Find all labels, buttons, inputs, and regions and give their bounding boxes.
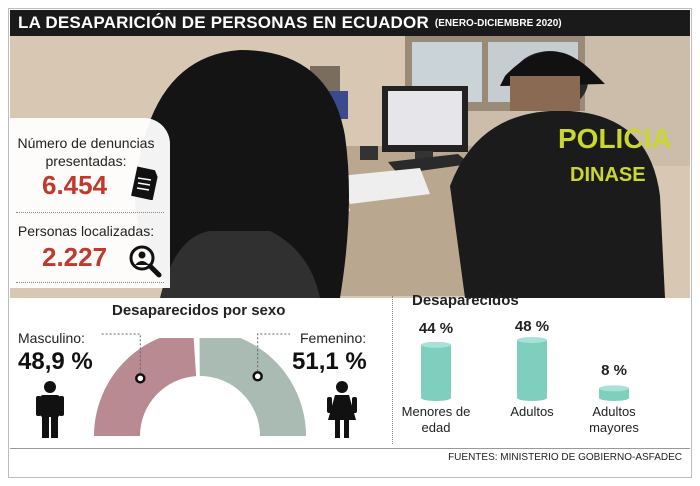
gender-chart-title: Desaparecidos por sexo bbox=[112, 302, 286, 319]
stats-separator-bottom bbox=[16, 282, 164, 283]
female-icon bbox=[327, 381, 357, 438]
femenino-value: 51,1 % bbox=[292, 348, 367, 375]
bar-value-label-mayores: 8 % bbox=[601, 362, 627, 379]
source-bar: FUENTES: MINISTERIO DE GOBIERNO-ASFADEC bbox=[10, 448, 690, 469]
title-bar: LA DESAPARICIÓN DE PERSONAS EN ECUADOR (… bbox=[10, 10, 690, 36]
category-label-mayores: Adultos mayores bbox=[589, 404, 639, 435]
localizadas-label: Personas localizadas: bbox=[17, 223, 155, 239]
bar-base-1 bbox=[517, 395, 547, 401]
stats-panel: Número de denuncias presentadas: 6.454 P… bbox=[10, 118, 170, 288]
denuncias-value: 6.454 bbox=[42, 170, 108, 200]
photo-illustration: POLICIA DINASE bbox=[10, 36, 690, 298]
section-divider bbox=[392, 296, 393, 444]
gauge-segment-masculino bbox=[94, 338, 197, 436]
femenino-label: Femenino: bbox=[300, 330, 367, 346]
gauge-segment-femenino bbox=[199, 338, 306, 436]
localizadas-value: 2.227 bbox=[42, 242, 108, 272]
bar-2 bbox=[599, 385, 629, 401]
bar-top-2 bbox=[599, 385, 629, 392]
age-bar-chart bbox=[421, 337, 629, 401]
page-title: LA DESAPARICIÓN DE PERSONAS EN ECUADOR bbox=[18, 13, 429, 32]
age-chart-title: Desaparecidos bbox=[412, 292, 519, 309]
bar-base-2 bbox=[599, 395, 629, 401]
gauge-marker-femenino bbox=[252, 371, 263, 382]
magnifier-person-icon bbox=[129, 245, 162, 278]
stats-separator bbox=[16, 212, 164, 213]
source-text: FUENTES: MINISTERIO DE GOBIERNO-ASFADEC bbox=[448, 452, 682, 463]
bar-body-0 bbox=[421, 344, 451, 398]
masculino-value: 48,9 % bbox=[18, 348, 93, 375]
denuncias-label: Número de denuncias presentadas: bbox=[17, 135, 155, 169]
male-icon bbox=[36, 381, 64, 438]
bar-0 bbox=[421, 341, 451, 401]
vest-text-line2: DINASE bbox=[570, 164, 646, 186]
page-subtitle: (ENERO-DICIEMBRE 2020) bbox=[434, 17, 562, 29]
category-label-adultos: Adultos bbox=[510, 404, 554, 419]
gauge-marker-masculino bbox=[135, 373, 146, 384]
category-label-menores: Menores de edad bbox=[401, 404, 471, 435]
bar-top-1 bbox=[517, 337, 547, 343]
bar-body-2 bbox=[599, 388, 629, 398]
gender-gauge bbox=[94, 338, 306, 436]
document-icon bbox=[131, 166, 158, 200]
bar-body-1 bbox=[517, 340, 547, 398]
bar-top-0 bbox=[421, 341, 451, 348]
vest-text-line1: POLICIA bbox=[558, 123, 672, 154]
bar-base-0 bbox=[421, 395, 451, 401]
bar-1 bbox=[517, 337, 547, 401]
bar-value-label-menores: 44 % bbox=[418, 320, 454, 337]
masculino-label: Masculino: bbox=[18, 330, 85, 346]
bar-value-label-adultos: 48 % bbox=[514, 318, 550, 335]
